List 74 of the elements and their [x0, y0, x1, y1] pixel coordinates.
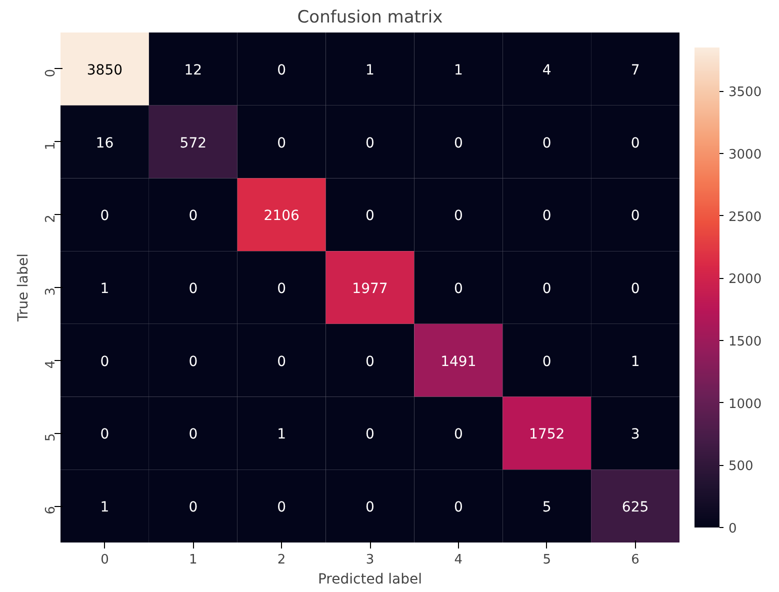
data-label: 1	[630, 354, 640, 370]
data-label: 0	[630, 135, 640, 152]
data-label: 5	[542, 500, 552, 516]
x-axis-title: Predicted label	[318, 572, 422, 588]
x-tick-label: 1	[189, 552, 198, 568]
data-label: 0	[366, 354, 374, 370]
data-label: 625	[622, 500, 649, 516]
data-label: 1977	[352, 281, 388, 297]
data-label: 0	[277, 62, 286, 78]
color-bar-label: 3500	[728, 85, 762, 100]
data-label: 0	[366, 135, 374, 152]
x-tick-label: 2	[277, 552, 286, 568]
data-label: 0	[188, 281, 198, 297]
color-bar-label: 2000	[728, 272, 762, 288]
y-tick-label: 0	[44, 68, 58, 78]
color-bar-label: 2500	[728, 210, 762, 225]
data-label: 572	[180, 135, 207, 152]
data-label: 0	[454, 281, 463, 297]
data-label: 0	[277, 135, 286, 152]
data-label: 0	[630, 281, 640, 297]
y-tick-label: 1	[44, 142, 58, 150]
chart-title: Confusion matrix	[297, 8, 443, 28]
data-label: 7	[630, 62, 640, 78]
data-label: 0	[188, 208, 198, 224]
data-label: 1	[100, 500, 110, 516]
x-tick-label: 0	[100, 552, 109, 568]
y-tick-label: 2	[44, 214, 58, 223]
data-label: 1752	[529, 426, 565, 443]
data-label: 1491	[440, 354, 476, 370]
y-tick-label: 4	[44, 360, 58, 369]
data-label: 0	[454, 500, 463, 516]
data-label: 16	[96, 135, 114, 152]
data-label: 0	[542, 354, 552, 370]
y-tick-label: 3	[44, 287, 58, 296]
color-bar-label: 1500	[728, 334, 762, 350]
data-label: 0	[277, 281, 286, 297]
x-tick-label: 5	[542, 552, 552, 568]
color-bar-label: 1000	[728, 396, 762, 412]
data-label: 1	[454, 62, 463, 78]
data-label: 0	[188, 354, 198, 370]
y-axis-title: True label	[16, 253, 32, 323]
data-label: 0	[188, 500, 198, 516]
data-label: 0	[454, 208, 463, 224]
data-label: 12	[184, 62, 202, 78]
data-label: 0	[542, 281, 552, 297]
color-bar-label: 0	[728, 522, 737, 536]
y-tick-label: 6	[44, 506, 58, 514]
data-label: 1	[277, 426, 286, 443]
data-label: 3	[630, 426, 640, 443]
data-label: 0	[277, 500, 286, 516]
data-label: 0	[100, 354, 110, 370]
x-tick-label: 3	[366, 552, 374, 568]
color-bar-label: 3000	[728, 147, 762, 162]
data-label: 2106	[264, 208, 300, 224]
data-label: 0	[454, 135, 463, 152]
data-label: 0	[188, 426, 198, 443]
y-tick-label: 5	[44, 433, 58, 442]
data-label: 0	[366, 208, 374, 224]
data-label: 0	[630, 208, 640, 224]
data-label: 0	[100, 426, 110, 443]
x-tick-label: 6	[631, 552, 640, 568]
data-label: 0	[100, 208, 110, 224]
data-label: 0	[542, 135, 552, 152]
data-label: 1	[100, 281, 110, 297]
data-label: 3850	[86, 62, 123, 78]
data-label: 0	[366, 500, 374, 516]
data-label: 0	[277, 354, 286, 370]
data-label: 0	[366, 426, 374, 443]
data-label: 0	[454, 426, 463, 443]
color-bar-label: 500	[728, 459, 754, 474]
data-label: 1	[366, 62, 374, 78]
data-label: 4	[542, 62, 552, 78]
x-tick-label: 4	[454, 552, 463, 568]
data-label: 0	[542, 208, 552, 224]
